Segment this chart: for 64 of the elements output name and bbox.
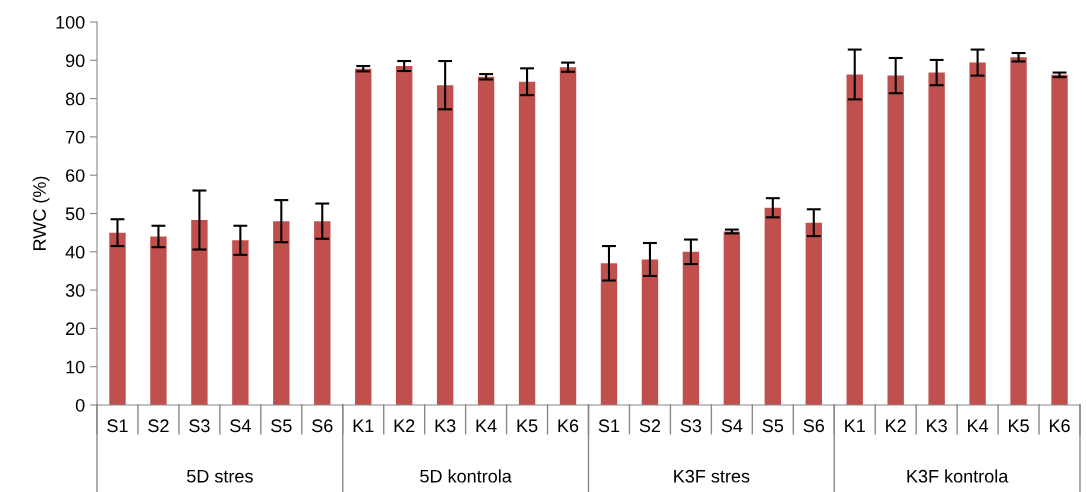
bar xyxy=(191,220,208,405)
x-tick-label: S5 xyxy=(762,419,784,433)
y-tick-label: 30 xyxy=(65,284,85,297)
x-tick-label: K2 xyxy=(886,419,906,432)
x-tick-label: S3 xyxy=(680,419,702,433)
bar xyxy=(518,81,536,405)
y-tick-label: 10 xyxy=(66,360,85,374)
x-tick-label: K4 xyxy=(968,419,989,432)
y-tick-label: 90 xyxy=(65,54,85,68)
y-tick-label: 40 xyxy=(65,245,85,259)
x-tick-label: K5 xyxy=(517,419,538,433)
x-tick-label: K5 xyxy=(1009,419,1029,433)
text: 5D kontrola xyxy=(420,469,512,483)
text: K3F stres xyxy=(674,469,750,483)
bar xyxy=(682,251,700,405)
x-tick-label: K6 xyxy=(1049,419,1070,433)
bar xyxy=(396,66,413,405)
x-tick-label: K4 xyxy=(476,419,497,432)
x-tick-label: S6 xyxy=(312,419,333,433)
bar xyxy=(355,68,372,405)
bar xyxy=(846,74,863,405)
x-tick-label: S4 xyxy=(721,419,743,433)
bar xyxy=(232,240,249,405)
bar xyxy=(150,236,167,405)
bar xyxy=(273,221,290,405)
x-tick-label: K3 xyxy=(435,419,456,433)
bar xyxy=(805,222,822,405)
x-tick-label: K2 xyxy=(394,419,415,432)
bar xyxy=(641,259,659,405)
x-tick-label: K1 xyxy=(845,419,865,432)
bar xyxy=(600,263,618,405)
bar xyxy=(109,232,126,405)
x-tick-label: K6 xyxy=(558,419,579,433)
text: 5D stres xyxy=(186,470,253,483)
bar xyxy=(1010,57,1027,405)
x-tick-label: S1 xyxy=(598,419,620,433)
bar xyxy=(1051,74,1068,405)
y-tick-label: 100 xyxy=(56,15,85,29)
text: K3F kontrola xyxy=(907,469,1009,483)
bar xyxy=(314,221,331,405)
bar xyxy=(477,76,495,405)
bar xyxy=(887,75,904,405)
y-tick-label: 0 xyxy=(75,398,85,412)
y-axis-title: RWC (%) xyxy=(32,176,50,250)
bar xyxy=(723,231,741,405)
x-tick-label: K3 xyxy=(927,419,947,433)
x-tick-label: S3 xyxy=(189,419,210,433)
x-tick-label: S6 xyxy=(803,419,825,433)
x-tick-label: S2 xyxy=(148,419,169,433)
bar xyxy=(969,62,986,405)
bar xyxy=(559,67,577,405)
x-tick-label: S2 xyxy=(639,419,661,433)
y-tick-label: 50 xyxy=(65,207,85,221)
x-tick-label: K1 xyxy=(353,419,374,432)
x-tick-label: S1 xyxy=(107,419,128,433)
bar xyxy=(764,207,781,405)
y-tick-label: 60 xyxy=(66,169,85,182)
y-tick-label: 70 xyxy=(66,130,85,144)
y-tick-label: 20 xyxy=(66,322,85,336)
bar xyxy=(928,72,945,405)
bar xyxy=(436,85,454,405)
x-tick-label: S5 xyxy=(271,419,292,433)
x-tick-label: S4 xyxy=(230,419,251,433)
y-tick-label: 80 xyxy=(65,92,85,106)
